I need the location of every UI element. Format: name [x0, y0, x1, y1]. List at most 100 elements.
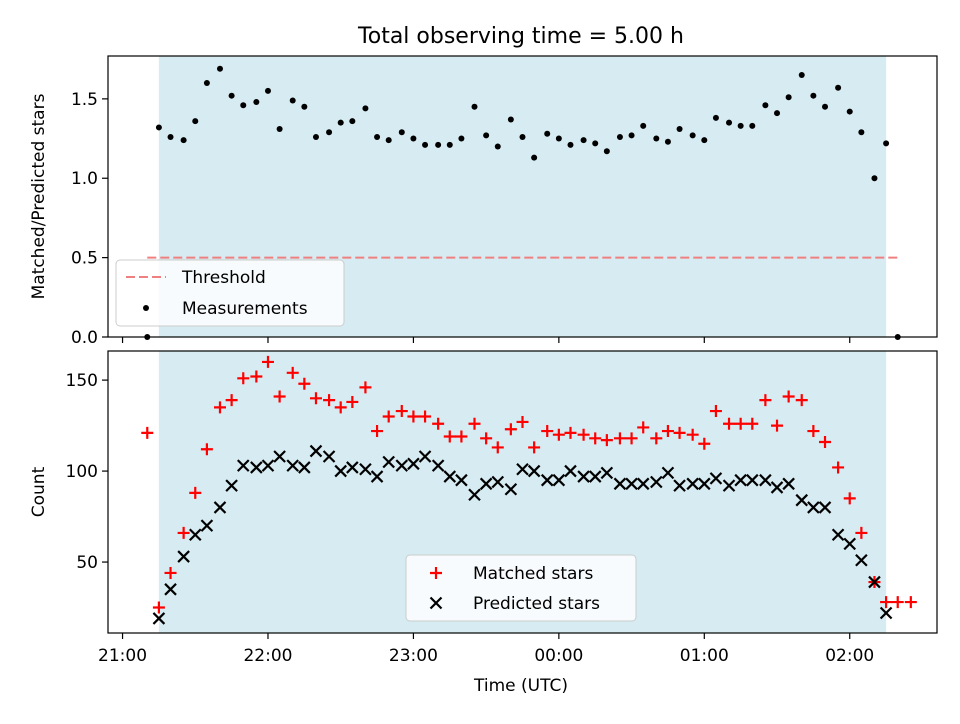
predicted-star-point: [152, 612, 166, 625]
predicted-star-point: [334, 464, 347, 478]
predicted-star-point: [491, 475, 505, 489]
matched-star-point: [723, 417, 736, 430]
measurement-point: [640, 122, 647, 129]
matched-star-point: [625, 432, 638, 445]
matched-star-point: [273, 390, 286, 403]
measurement-point: [762, 102, 769, 109]
predicted-star-point: [479, 477, 493, 491]
matched-star-point: [819, 435, 832, 448]
matched-star-point: [468, 417, 481, 430]
predicted-star-point: [540, 473, 554, 487]
matched-star-point: [807, 425, 820, 438]
matched-star-point: [432, 417, 445, 430]
measurement-point: [785, 94, 792, 101]
measurement-point: [216, 65, 223, 72]
measurement-point: [362, 105, 369, 112]
measurement-point: [737, 122, 744, 129]
measurement-point: [494, 143, 501, 150]
measurement-point: [385, 137, 392, 144]
legend-label-threshold: Threshold: [181, 268, 266, 288]
measurement-point: [544, 130, 551, 137]
measurement-point: [276, 126, 283, 133]
measurement-point: [810, 92, 817, 99]
matched-star-point: [346, 395, 359, 408]
x-axis-label: Time (UTC): [473, 676, 568, 696]
predicted-star-point: [359, 462, 372, 476]
matched-star-point: [673, 426, 686, 439]
legend: Matched stars Predicted stars: [405, 554, 637, 622]
matched-star-point: [661, 425, 674, 438]
matched-star-point: [589, 432, 602, 445]
x-tick-label: 22:00: [243, 646, 292, 666]
predicted-star-point: [734, 473, 747, 487]
x-tick-label: 01:00: [680, 646, 729, 666]
predicted-star-point: [382, 455, 395, 469]
measurement-point: [471, 103, 478, 110]
matched-star-point: [843, 492, 856, 505]
measurement-point: [410, 135, 417, 142]
legend-measurement-swatch: [143, 305, 149, 311]
y-tick-label: 50: [76, 553, 98, 573]
matched-star-point: [164, 566, 177, 579]
matched-star-point: [395, 405, 408, 418]
predicted-star-point: [309, 444, 323, 458]
measurement-point: [701, 137, 708, 144]
y-axis-label: Count: [29, 466, 49, 517]
x-tick-label: 02:00: [825, 646, 874, 666]
predicted-star-point: [225, 479, 238, 492]
matched-star-point: [686, 428, 699, 441]
matched-star-point: [528, 441, 541, 454]
measurement-point: [712, 114, 719, 121]
y-tick-label: 0.5: [71, 249, 98, 269]
predicted-star-point: [770, 481, 784, 494]
x-tick-label: 23:00: [389, 646, 438, 666]
y-axis-label: Matched/Predicted stars: [29, 93, 49, 299]
matched-star-point: [600, 434, 613, 447]
predicted-star-point: [418, 450, 432, 463]
measurement-point: [883, 140, 890, 147]
matched-star-point: [189, 486, 202, 499]
matched-star-point: [891, 596, 904, 609]
measurement-point: [689, 132, 696, 139]
predicted-star-point: [236, 459, 250, 472]
predicted-star-point: [370, 470, 384, 483]
measurement-point: [592, 140, 599, 147]
measurement-point: [312, 133, 319, 140]
measurement-point: [446, 141, 453, 148]
matched-star-point: [552, 428, 565, 441]
predicted-star-point: [782, 477, 795, 491]
measurement-point: [858, 129, 865, 136]
predicted-star-point: [564, 464, 577, 478]
measurement-point: [567, 141, 574, 148]
matched-star-point: [759, 394, 772, 407]
matched-star-point: [650, 432, 663, 445]
measurement-point: [349, 118, 356, 125]
matched-star-point: [795, 394, 808, 407]
legend-box: [405, 554, 637, 622]
predicted-star-point: [843, 537, 857, 551]
matched-star-point: [771, 419, 784, 432]
predicted-star-point: [759, 473, 772, 487]
predicted-star-point: [527, 464, 541, 478]
predicted-star-point: [795, 493, 809, 507]
legend: Threshold Measurements: [115, 259, 345, 327]
predicted-star-point: [807, 501, 820, 514]
measurement-point: [301, 103, 308, 110]
predicted-star-point: [698, 477, 711, 491]
predicted-star-point: [504, 482, 518, 496]
matched-star-point: [698, 437, 711, 450]
matched-star-point: [250, 370, 263, 383]
matched-star-point: [746, 417, 759, 430]
measurement-point: [531, 154, 538, 161]
matched-star-point: [637, 421, 650, 434]
measurement-point: [835, 84, 842, 91]
predicted-star-point: [395, 459, 409, 472]
predicted-star-point: [346, 461, 359, 474]
measurement-point: [798, 72, 805, 79]
matched-star-point: [855, 526, 868, 539]
predicted-star-point: [746, 473, 759, 487]
measurement-point: [774, 110, 781, 117]
matched-star-point: [371, 425, 384, 438]
